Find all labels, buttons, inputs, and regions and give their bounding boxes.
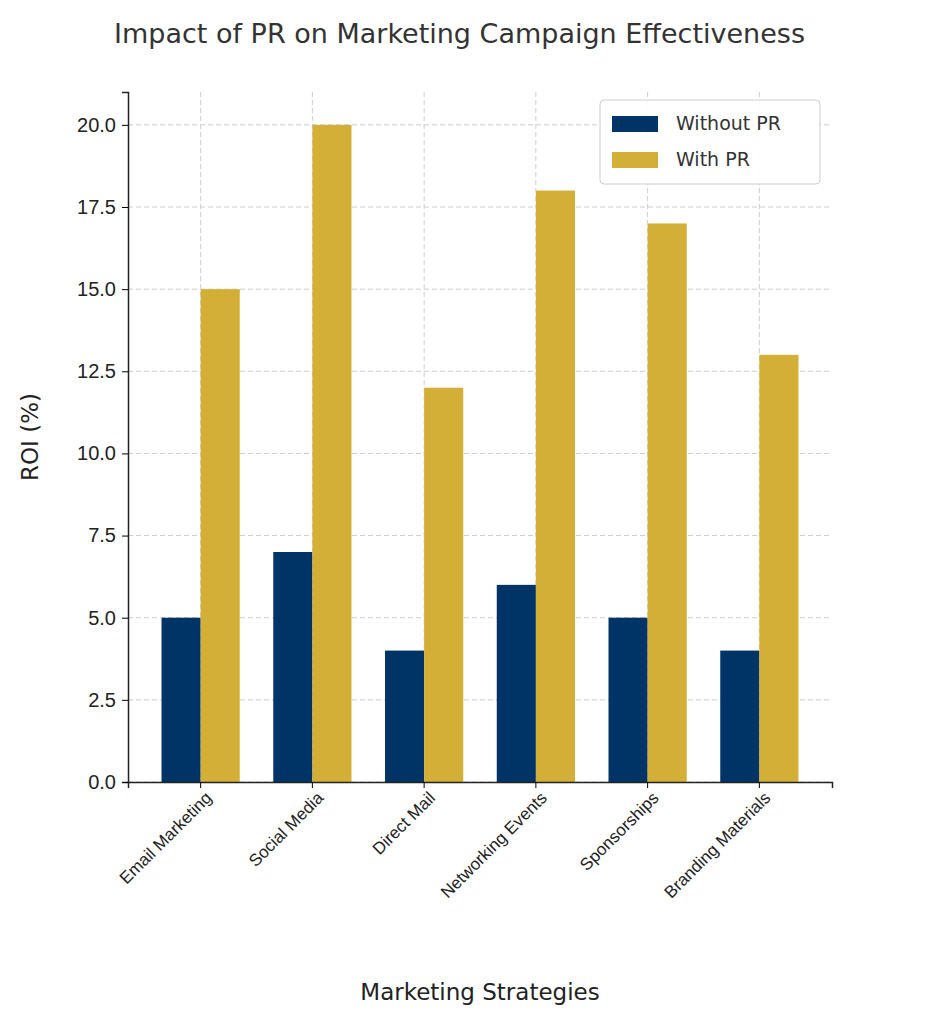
tick-mark [122,453,128,454]
grid [128,92,832,782]
title: Impact of PR on Marketing Campaign Effec… [114,18,805,49]
tick: 20.0 [77,114,128,136]
tick: 7.5 [88,524,128,546]
bar [609,618,648,782]
bar [312,125,351,782]
tick-label: Social Media [245,788,328,871]
tick-mark [200,782,201,788]
grid-line [128,207,832,208]
bar [720,651,759,782]
tick-label: Networking Events [437,788,551,902]
tick-label: 0.0 [88,771,116,793]
tick-label: Email Marketing [116,788,216,888]
legend-item: With PR [612,148,750,170]
bar [385,651,424,782]
legend-label: Without PR [676,112,781,134]
tick: 2.5 [88,689,128,711]
tick-label: Branding Materials [661,788,775,902]
bar [273,552,312,782]
tick-mark [312,782,313,788]
chart: 0.0 2.5 5.0 7.5 10.0 12.5 15.0 17.5 20.0 Email Ma… [0,0,929,1024]
tick-mark [647,782,648,788]
tick-mark [122,371,128,372]
tick-mark [122,207,128,208]
axis-line [129,783,833,789]
tick-label: Direct Mail [369,788,439,858]
legend-item: Without PR [612,112,781,134]
tick: 5.0 [88,607,128,629]
tick-mark [535,782,536,788]
tick-mark [122,289,128,290]
tick: Direct Mail [369,782,439,859]
tick: 10.0 [77,442,128,464]
bar [536,191,575,782]
tick-label: 17.5 [77,196,116,218]
bar [759,355,798,782]
tick-label: 10.0 [77,442,116,464]
tick: 17.5 [77,196,128,218]
tick-label: 7.5 [88,524,116,546]
legend-box [600,100,820,184]
legend-label: With PR [676,148,750,170]
tick: 12.5 [77,360,128,382]
tick-label: 12.5 [77,360,116,382]
tick: Social Media [245,782,328,871]
tick-label: Sponsorships [576,788,662,874]
tick-mark [122,700,128,701]
bar [162,618,201,782]
tick-label: 20.0 [77,114,116,136]
x-axis-title: Marketing Strategies [360,979,599,1005]
bar [648,223,687,782]
x-axis: Email Marketing Social Media Direct MailNe… [116,782,833,902]
tick-mark [122,618,128,619]
tick-mark [122,782,128,783]
chart-container: 0.0 2.5 5.0 7.5 10.0 12.5 15.0 17.5 20.0 Email Ma… [0,0,929,1024]
tick: Email Marketing [116,782,216,888]
tick-mark [122,536,128,537]
tick-label: 5.0 [88,607,116,629]
tick: Branding Materials [661,782,775,902]
tick: 15.0 [77,278,128,300]
tick: Networking Events [437,782,551,902]
tick-mark [122,125,128,126]
plot: 0.0 2.5 5.0 7.5 10.0 12.5 15.0 17.5 20.0 Email Ma… [77,92,832,902]
y-axis-title: ROI (%) [17,393,43,481]
bars [162,125,799,782]
legend: Without PR With PR [600,100,820,184]
tick-label: 15.0 [77,278,116,300]
legend-swatch [612,152,658,168]
bar [497,585,536,782]
tick-mark [759,782,760,788]
y-axis: 0.0 2.5 5.0 7.5 10.0 12.5 15.0 17.5 20.0 [77,93,128,793]
bar [201,289,240,782]
tick: 0.0 [88,771,128,793]
tick-label: 2.5 [88,689,116,711]
tick: Sponsorships [576,782,662,875]
axis-line [122,93,129,783]
legend-swatch [612,116,658,132]
tick-mark [424,782,425,788]
bar [424,388,463,782]
